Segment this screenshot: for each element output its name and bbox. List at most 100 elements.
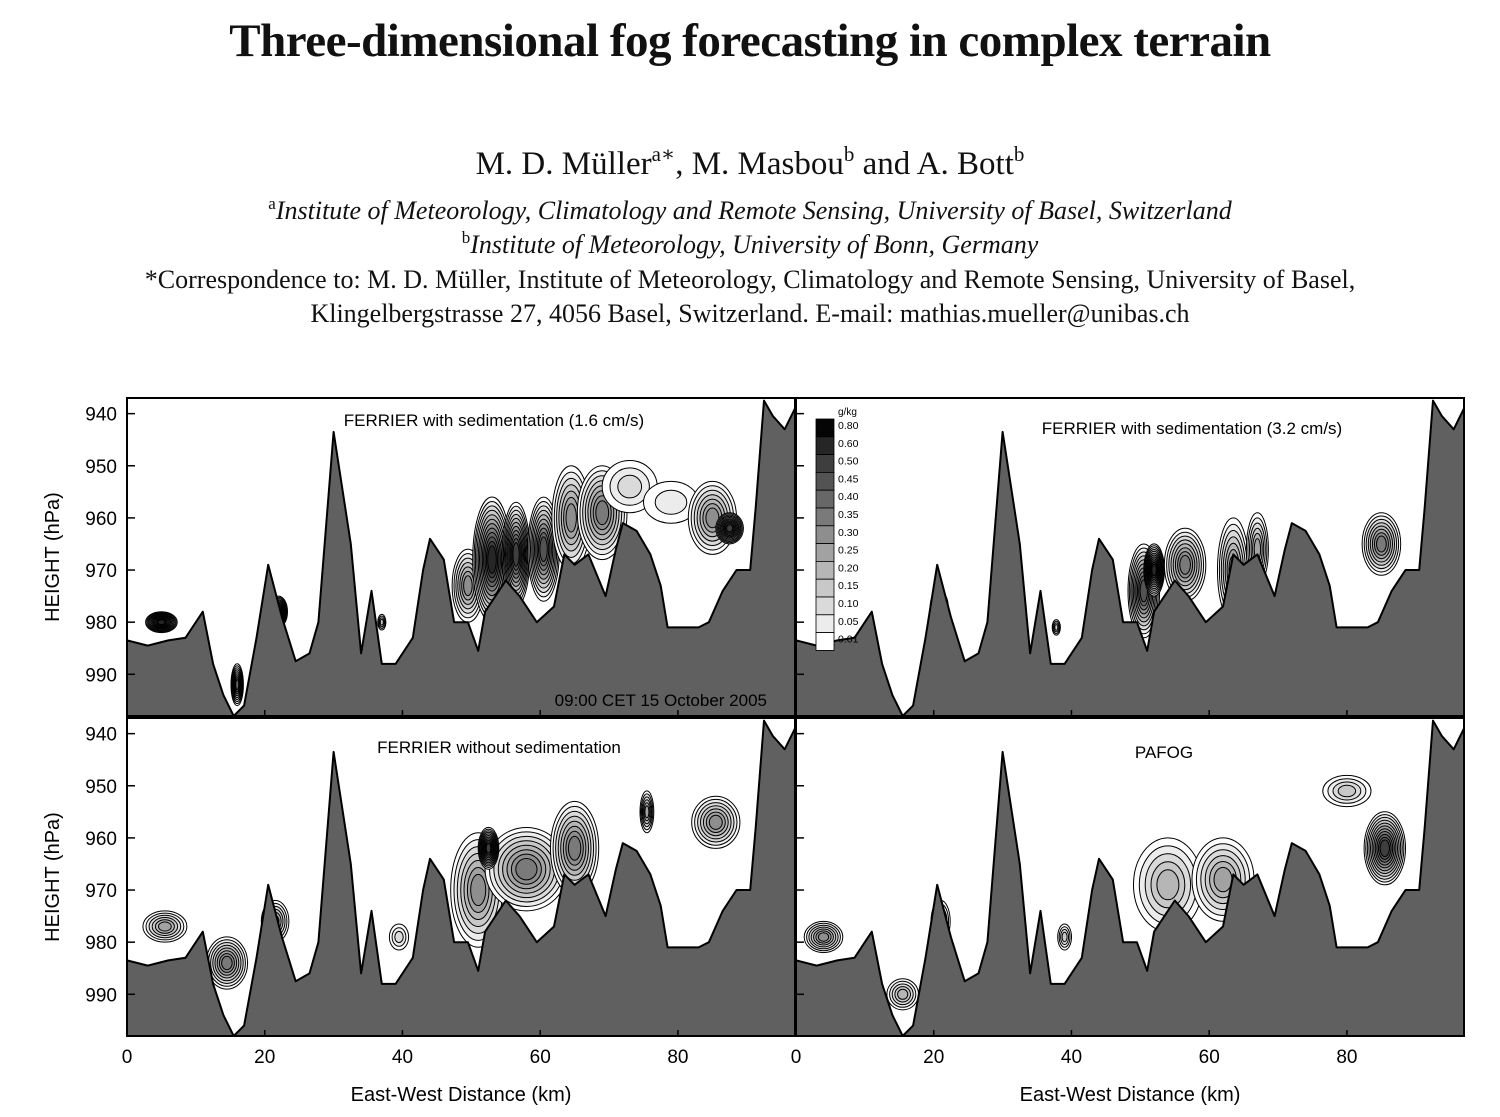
colorbar-level-label: 0.30 <box>838 527 859 539</box>
contour-level <box>644 805 650 819</box>
colorbar-swatch <box>815 436 835 455</box>
fog-patch <box>1133 837 1203 933</box>
contour-level <box>897 988 909 1000</box>
contour-level <box>515 858 538 881</box>
y-tick-label: 980 <box>85 613 117 634</box>
colorbar-swatch <box>815 578 835 598</box>
contour-level <box>726 524 734 533</box>
colorbar-swatch <box>815 543 835 562</box>
contour-level <box>463 575 473 597</box>
contour-level <box>565 503 577 533</box>
x-tick-label: 80 <box>667 1047 688 1068</box>
contour-level <box>708 814 723 830</box>
contour-level <box>470 873 487 907</box>
contour-level <box>617 474 643 499</box>
y-tick-label: 980 <box>85 933 117 954</box>
author-name: M. Masbou <box>691 146 844 182</box>
contour-level <box>567 835 582 861</box>
fog-patch <box>643 480 699 524</box>
colorbar-swatch <box>815 418 835 438</box>
y-tick-label: 960 <box>85 829 117 850</box>
author-affiliation-mark: b <box>843 142 855 166</box>
colorbar-level-label: 0.45 <box>838 473 859 485</box>
contour-level <box>1156 869 1180 901</box>
fog-patch <box>230 663 244 707</box>
colorbar-swatch <box>815 632 835 651</box>
contour-level <box>379 618 384 626</box>
contour-level <box>1054 624 1059 631</box>
colorbar-level-label: 0.15 <box>838 580 859 592</box>
y-tick-label: 990 <box>85 985 117 1006</box>
fog-patch <box>1057 923 1073 951</box>
colorbar-level-label: 0.60 <box>838 438 859 450</box>
affiliation-a: aInstitute of Meteorology, Climatology a… <box>0 195 1500 226</box>
x-tick-label: 60 <box>1199 1047 1220 1068</box>
colorbar-level-label: 0.25 <box>838 545 859 557</box>
panel-frame <box>795 717 1465 1037</box>
fog-patch <box>501 501 531 607</box>
contour-level <box>221 955 233 971</box>
colorbar-swatch <box>815 614 835 634</box>
author-name: M. D. Müller <box>475 146 652 182</box>
x-tick-label: 20 <box>254 1047 275 1068</box>
y-tick-label: 940 <box>85 725 117 746</box>
contour-level <box>654 489 688 515</box>
fog-patch <box>803 920 844 954</box>
colorbar-level-label: 0.50 <box>838 456 859 468</box>
x-axis-label: East-West Distance (km) <box>1020 1084 1241 1106</box>
contour-level <box>394 930 404 944</box>
fog-patch <box>1363 811 1406 886</box>
affiliation-b: bInstitute of Meteorology, University of… <box>0 228 1500 260</box>
colorbar-swatch <box>815 596 835 616</box>
contour-level <box>235 679 240 691</box>
colorbar-swatch <box>815 560 835 580</box>
contour-level <box>1376 535 1387 553</box>
correspondence-line-2: Klingelbergstrasse 27, 4056 Basel, Switz… <box>310 299 1190 328</box>
correspondence-line-1: *Correspondence to: M. D. Müller, Instit… <box>144 265 1356 294</box>
fog-patch <box>388 923 410 951</box>
contour-level <box>487 545 497 574</box>
author-line: M. D. Müllera∗, M. Masboub and A. Bottb <box>0 144 1500 183</box>
y-tick-label: 950 <box>85 457 117 478</box>
colorbar-swatch <box>815 525 835 545</box>
contour-level <box>595 500 610 526</box>
affiliation-mark: b <box>461 228 471 247</box>
fog-patch <box>886 978 919 1011</box>
affiliation-text: Institute of Meteorology, Climatology an… <box>275 196 1232 225</box>
affiliation-text: Institute of Meteorology, University of … <box>470 230 1039 259</box>
colorbar-swatch <box>815 507 835 527</box>
x-axis-label: East-West Distance (km) <box>351 1084 572 1106</box>
y-tick-label: 940 <box>85 405 117 426</box>
colorbar-level-label: 0.05 <box>838 616 859 628</box>
x-tick-label: 0 <box>791 1047 802 1068</box>
fog-patch <box>205 936 249 990</box>
contour-level <box>1213 866 1233 893</box>
contour-level <box>485 843 492 854</box>
colorbar-swatch <box>815 489 835 509</box>
fog-patch <box>639 790 655 834</box>
x-tick-label: 0 <box>122 1047 133 1068</box>
fog-patch <box>691 795 741 849</box>
colorbar-level-label: 0.10 <box>838 598 859 610</box>
terrain-profile <box>796 719 1464 1036</box>
y-tick-label: 960 <box>85 509 117 530</box>
author-name: A. Bott <box>916 146 1014 182</box>
y-tick-label: 990 <box>85 665 117 686</box>
x-tick-label: 20 <box>923 1047 944 1068</box>
colorbar: g/kg 0.80 0.60 0.50 0.45 0.40 0.35 0.30 0.25 0.20… <box>815 407 859 651</box>
colorbar-level-label: 0.35 <box>838 509 859 521</box>
x-tick-label: 40 <box>1061 1047 1082 1068</box>
contour-level <box>1179 554 1191 575</box>
y-tick-label: 950 <box>85 777 117 798</box>
timestamp-label: 09:00 CET 15 October 2005 <box>555 691 767 710</box>
terrain-profile <box>796 399 1464 716</box>
fog-patch <box>527 496 560 602</box>
fog-patch <box>142 910 188 943</box>
y-axis-label: HEIGHT (hPa) <box>42 812 64 942</box>
fog-patch <box>484 827 569 912</box>
fog-patch <box>550 800 600 896</box>
fog-patch <box>145 611 178 634</box>
y-tick-label: 970 <box>85 881 117 902</box>
fog-patch <box>477 826 500 870</box>
colorbar-swatch <box>815 472 835 491</box>
